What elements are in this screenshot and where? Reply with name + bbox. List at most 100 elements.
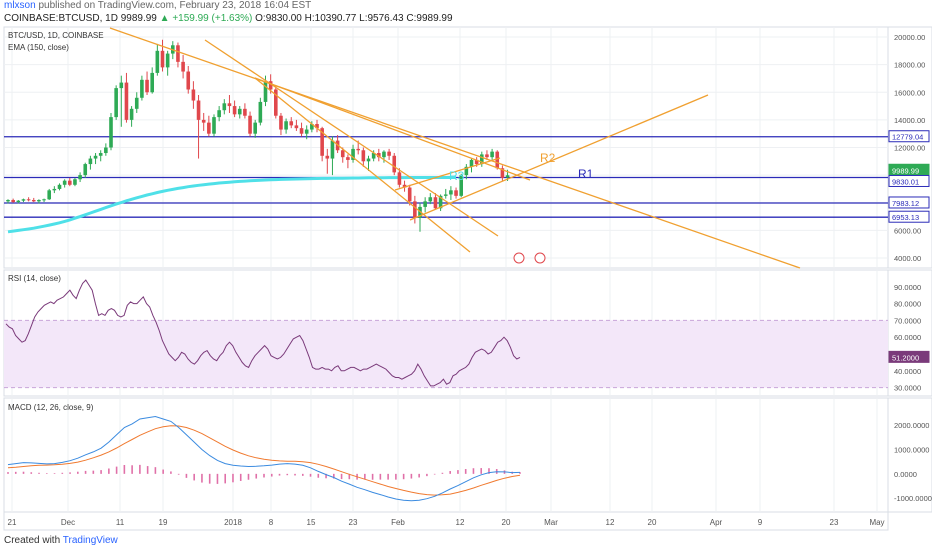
ema-line — [7, 176, 457, 234]
candle-body — [253, 122, 257, 134]
candle-body — [351, 148, 355, 160]
candle-body — [413, 201, 417, 218]
trend-line — [394, 157, 501, 191]
price-tick-label: 12000.00 — [894, 144, 925, 153]
candle-body — [207, 122, 211, 134]
candle-body — [294, 125, 299, 129]
candle-body — [176, 45, 180, 62]
candle-body — [114, 88, 118, 118]
candle-body — [407, 187, 412, 202]
candle-body — [248, 115, 252, 134]
price-axis — [887, 269, 932, 397]
candle-body — [78, 175, 82, 180]
candle-body — [356, 148, 360, 151]
rsi-tick-label: 70.0000 — [894, 316, 921, 325]
candle-body — [387, 151, 391, 156]
candles-group — [6, 39, 510, 232]
candle-body — [88, 158, 93, 165]
ohlc-values: O:9830.00 H:10390.77 L:9576.43 C:9989.99 — [255, 13, 453, 24]
candle-body — [140, 79, 144, 98]
last-price: 9989.99 — [120, 13, 157, 24]
macd-title: MACD (12, 26, close, 9) — [8, 403, 94, 412]
time-tick-label: 8 — [269, 518, 274, 527]
candle-body — [6, 199, 10, 202]
candle-body — [83, 164, 88, 176]
candle-body — [485, 154, 489, 158]
price-axis — [887, 26, 932, 269]
trend-line — [254, 77, 471, 253]
candle-body — [119, 82, 124, 89]
candle-body — [104, 147, 108, 154]
candle-body — [382, 151, 386, 158]
price-axis-label: 6953.13 — [892, 213, 919, 222]
time-tick-label: 21 — [8, 518, 17, 527]
trend-line — [409, 94, 709, 221]
candle-body — [330, 140, 335, 159]
price-tick-label: 14000.00 — [894, 116, 925, 125]
price-axis-label-box — [888, 130, 930, 143]
candle-body — [279, 115, 283, 130]
time-tick-label: 15 — [307, 518, 316, 527]
time-tick-label: Apr — [710, 518, 723, 527]
chart-title: BTC/USD, 1D, COINBASE — [8, 31, 104, 40]
candle-body — [68, 180, 72, 185]
rsi-band — [4, 320, 888, 388]
time-tick-label: 20 — [502, 518, 511, 527]
time-tick-label: 12 — [456, 518, 465, 527]
candle-body — [150, 72, 154, 93]
publish-text: published on TradingView.com, February 2… — [38, 0, 312, 11]
candle-body — [26, 199, 31, 201]
rsi-tick-label: 80.0000 — [894, 300, 921, 309]
candle-body — [469, 159, 474, 167]
time-tick-label: 9 — [758, 518, 763, 527]
author-link[interactable]: mlxson — [4, 0, 36, 11]
candle-body — [449, 190, 453, 195]
macd-signal-line — [7, 425, 521, 496]
candle-body — [145, 79, 149, 93]
ema-indicator-label: EMA (150, close) — [8, 43, 69, 52]
time-tick-label: Mar — [544, 518, 558, 527]
macd-tick-label: 2000.0000 — [894, 421, 929, 430]
event-badge-icon — [513, 252, 525, 264]
candle-body — [201, 119, 206, 123]
candle-body — [16, 200, 21, 203]
candle-body — [31, 199, 36, 202]
candle-body — [315, 124, 319, 129]
rsi-tick-label: 60.0000 — [894, 333, 921, 342]
price-axis-label: 9830.01 — [892, 177, 919, 186]
time-tick-label: 12 — [606, 518, 615, 527]
candle-body — [310, 124, 314, 130]
candle-body — [217, 110, 221, 118]
candle-body — [11, 199, 15, 203]
rsi-tick-label: 90.0000 — [894, 283, 921, 292]
candle-body — [155, 50, 160, 73]
candle-body — [495, 151, 500, 169]
candle-body — [500, 168, 505, 178]
price-axis-label: 7983.12 — [892, 199, 919, 208]
candle-body — [402, 184, 407, 188]
candle-body — [212, 117, 216, 134]
price-axis — [887, 397, 932, 513]
annotation-r1: R1 — [578, 167, 594, 181]
candle-body — [237, 108, 242, 115]
price-tick-label: 20000.00 — [894, 33, 925, 42]
candle-body — [47, 190, 51, 200]
price-axis-label-box — [888, 174, 930, 187]
candle-body — [165, 53, 170, 68]
rsi-title: RSI (14, close) — [8, 274, 61, 283]
time-tick-label: Dec — [61, 518, 75, 527]
time-axis — [3, 511, 889, 531]
candle-body — [438, 195, 443, 209]
rsi-last-value: 51.2000 — [892, 353, 919, 362]
candle-body — [433, 197, 438, 209]
symbol-info: COINBASE:BTCUSD, 1D 9989.99 ▲ +159.99 (+… — [0, 13, 932, 26]
price-tick-label: 18000.00 — [894, 61, 925, 70]
candle-body — [181, 61, 185, 72]
time-tick-label: 23 — [349, 518, 358, 527]
candle-body — [21, 199, 26, 201]
tradingview-link[interactable]: TradingView — [62, 535, 118, 546]
candle-body — [340, 150, 345, 158]
rsi-line — [5, 279, 521, 387]
publish-info: mlxson published on TradingView.com, Feb… — [0, 0, 932, 13]
